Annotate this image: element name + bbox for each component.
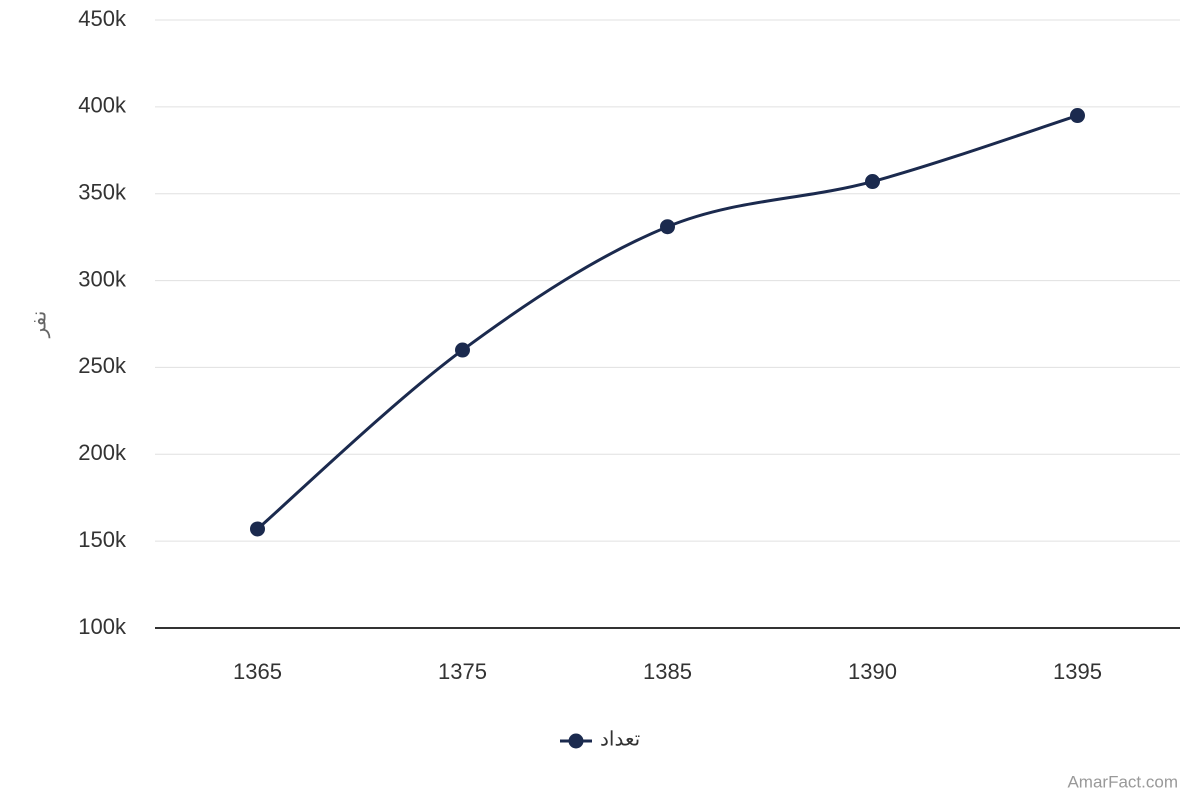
point bbox=[455, 342, 470, 358]
x-tick-label: 1365 bbox=[233, 659, 282, 684]
point bbox=[250, 521, 265, 537]
y-tick-label: 400k bbox=[78, 93, 127, 118]
point bbox=[660, 219, 675, 235]
y-axis-label: نفر bbox=[28, 311, 50, 339]
y-tick-label: 150k bbox=[78, 527, 127, 552]
y-tick-label: 100k bbox=[78, 614, 127, 639]
y-tick-label: 450k bbox=[78, 6, 127, 31]
legend-marker bbox=[568, 733, 584, 749]
x-tick-label: 1395 bbox=[1053, 659, 1102, 684]
point bbox=[865, 174, 880, 190]
y-tick-label: 350k bbox=[78, 180, 127, 205]
x-tick-label: 1390 bbox=[848, 659, 897, 684]
line bbox=[256, 114, 1078, 531]
x-tick-label: 1375 bbox=[438, 659, 487, 684]
y-tick-label: 200k bbox=[78, 440, 127, 465]
legend-label: تعداد bbox=[600, 728, 640, 750]
x-tick-label: 1385 bbox=[643, 659, 692, 684]
point bbox=[1070, 108, 1085, 124]
credit: AmarFact.com bbox=[1067, 772, 1178, 791]
y-tick-label: 250k bbox=[78, 353, 127, 378]
y-tick-label: 300k bbox=[78, 266, 127, 291]
